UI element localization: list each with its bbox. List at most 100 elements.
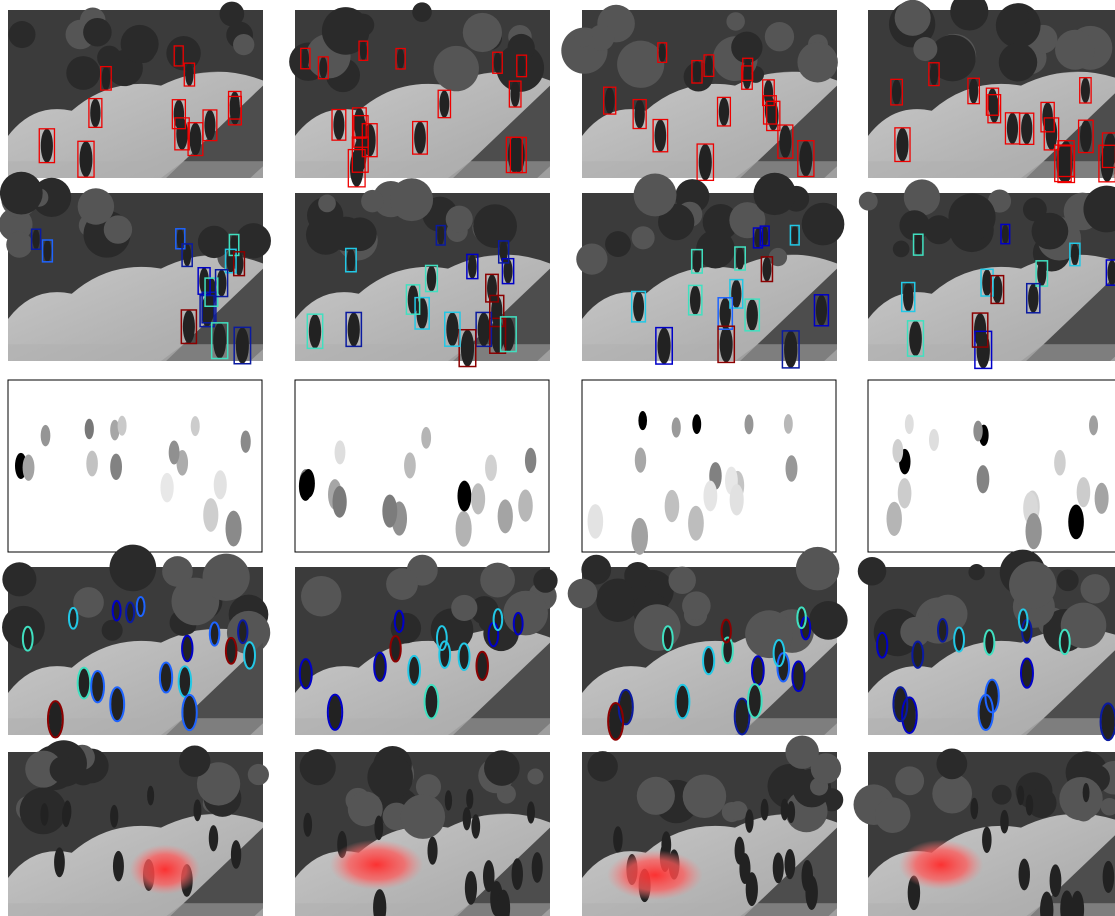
silhouette <box>688 506 704 541</box>
panel <box>858 550 1115 740</box>
foliage <box>568 579 598 609</box>
silhouette <box>665 490 680 522</box>
pedestrian <box>147 786 154 806</box>
pedestrian <box>791 225 798 244</box>
pedestrian <box>784 331 797 368</box>
pedestrian <box>799 141 812 177</box>
foliage <box>301 576 341 616</box>
foliage <box>936 749 967 780</box>
foliage <box>318 195 336 213</box>
silhouette <box>457 481 471 512</box>
silhouette <box>1089 415 1098 435</box>
pedestrian <box>903 283 913 312</box>
foliage <box>948 194 995 241</box>
pedestrian <box>974 313 986 347</box>
pedestrian <box>348 312 360 346</box>
foliage <box>401 794 445 838</box>
silhouette <box>498 499 513 533</box>
silhouette <box>929 429 939 451</box>
silhouette <box>169 440 180 464</box>
silhouette <box>226 511 242 547</box>
silhouette <box>485 455 497 481</box>
foliage <box>463 13 502 52</box>
silhouette <box>456 511 472 547</box>
pedestrian <box>374 816 383 841</box>
pedestrian <box>655 120 667 152</box>
silhouette <box>382 495 397 528</box>
foliage <box>624 562 651 589</box>
foliage <box>0 172 43 215</box>
pedestrian <box>500 241 508 263</box>
pedestrian <box>747 299 758 331</box>
pedestrian <box>518 55 526 77</box>
pedestrian <box>745 809 753 833</box>
panel <box>8 380 262 552</box>
foliage <box>6 232 32 258</box>
silhouette <box>23 454 35 480</box>
foliage <box>1012 8 1029 25</box>
pedestrian <box>773 853 784 884</box>
foliage <box>386 568 418 600</box>
pedestrian <box>746 872 758 906</box>
foliage <box>446 206 473 233</box>
foliage <box>8 21 35 48</box>
pedestrian <box>1002 224 1009 243</box>
panel <box>576 173 844 368</box>
silhouette <box>86 451 98 477</box>
pedestrian <box>892 79 901 105</box>
pedestrian <box>992 276 1002 304</box>
pedestrian <box>236 327 249 363</box>
pedestrian <box>177 229 184 249</box>
foliage <box>121 25 159 63</box>
silhouette <box>1077 477 1091 507</box>
foliage <box>451 595 477 621</box>
pedestrian <box>527 801 535 823</box>
foliage <box>728 801 747 820</box>
silhouette <box>692 414 701 434</box>
pedestrian <box>930 63 938 86</box>
pedestrian <box>478 312 490 346</box>
panel <box>868 0 1115 183</box>
pedestrian <box>909 321 922 356</box>
pedestrian <box>1083 783 1090 802</box>
pedestrian <box>445 790 452 810</box>
pedestrian <box>183 310 195 343</box>
pedestrian <box>1037 261 1046 286</box>
pavement-edge <box>8 903 263 916</box>
silhouette <box>421 427 431 449</box>
silhouette <box>1054 450 1066 476</box>
pavement-edge <box>868 161 1115 178</box>
foliage <box>634 173 677 216</box>
foliage <box>999 43 1037 81</box>
foliage <box>83 18 112 47</box>
pedestrian <box>762 257 771 282</box>
pedestrian <box>735 837 745 865</box>
pedestrian <box>414 122 426 155</box>
panel <box>582 735 843 916</box>
panel <box>868 380 1115 552</box>
foliage <box>1080 574 1109 603</box>
silhouette <box>1095 483 1109 514</box>
silhouette <box>730 484 744 515</box>
foliage <box>802 203 845 246</box>
silhouette <box>335 440 346 464</box>
pedestrian <box>213 323 226 359</box>
page: (() => { const svg = document.getElement… <box>0 0 1115 916</box>
silhouette <box>745 414 754 434</box>
silhouette <box>118 416 127 436</box>
silhouette <box>203 498 218 532</box>
pedestrian <box>319 57 327 79</box>
foliage <box>992 785 1012 805</box>
pedestrian <box>970 798 978 820</box>
pedestrian <box>62 804 70 827</box>
foliage <box>306 215 346 255</box>
silhouette <box>110 454 122 480</box>
foliage <box>929 595 968 634</box>
panel <box>8 2 263 178</box>
foliage <box>726 12 744 30</box>
foliage <box>219 2 244 27</box>
pedestrian <box>693 61 701 83</box>
silhouette <box>638 411 647 430</box>
pedestrian <box>633 291 644 321</box>
foliage <box>1032 213 1069 250</box>
